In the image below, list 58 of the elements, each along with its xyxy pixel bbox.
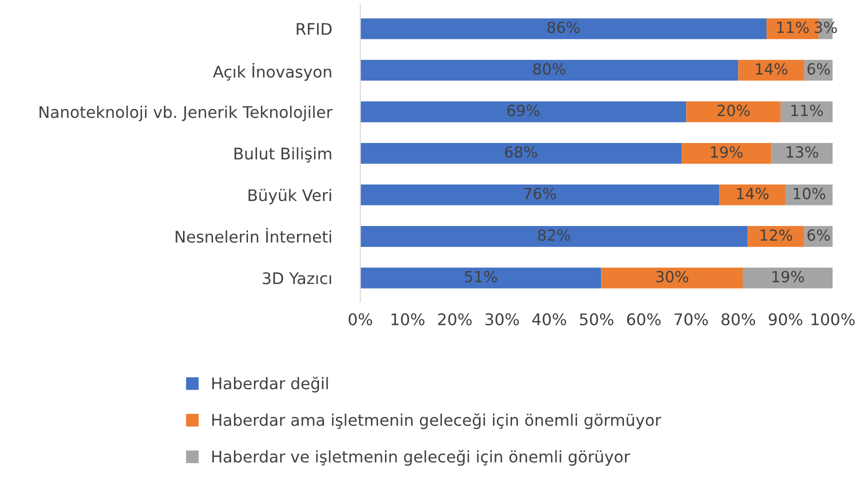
data-label: 69% (507, 104, 540, 116)
bar (360, 101, 686, 122)
data-label: 11% (777, 22, 809, 34)
bar (780, 101, 833, 122)
x-tick-label: 0% (348, 313, 372, 326)
bar (686, 101, 781, 122)
y-tick-label: Büyük Veri (248, 188, 332, 204)
data-label: 14% (756, 63, 788, 75)
y-tick-label: Nesnelerin İnterneti (176, 228, 332, 243)
bar (785, 184, 833, 206)
data-label: 10% (794, 188, 826, 200)
data-label: 86% (547, 22, 580, 34)
y-tick-label: Nanoteknoloji vb. Jenerik Teknolojiler (40, 106, 333, 122)
bar (601, 268, 743, 288)
y-tick-label: Bulut Bilişim (234, 147, 332, 162)
bar (360, 18, 767, 40)
data-label: 19% (711, 146, 743, 158)
data-label: 12% (760, 229, 792, 241)
data-label: 11% (791, 104, 823, 116)
bar (748, 226, 804, 247)
legend-label: Haberdar ve işletmenin geleceği için önemli görüyor (212, 450, 630, 466)
data-label: 6% (807, 229, 830, 241)
data-label: 51% (464, 270, 497, 282)
data-label: 19% (772, 270, 804, 282)
data-label: 76% (524, 188, 556, 200)
bar (771, 142, 833, 164)
x-tick-label: 80% (722, 313, 756, 326)
bar (360, 268, 602, 288)
data-label: 13% (786, 146, 818, 158)
data-label: 6% (807, 63, 830, 75)
data-label: 20% (718, 104, 750, 116)
data-label: 14% (737, 188, 769, 200)
bar (738, 60, 804, 81)
x-tick-label: 50% (580, 313, 614, 326)
y-tick-label: Açık İnovasyon (212, 62, 332, 81)
data-label: 82% (538, 229, 570, 241)
x-tick-label: 40% (532, 313, 566, 326)
data-label: 68% (505, 146, 538, 158)
bar (360, 142, 682, 164)
data-label: 80% (533, 63, 566, 75)
bar (682, 142, 772, 164)
x-tick-label: 60% (627, 313, 661, 326)
y-tick-label: 3D Yazıcı (262, 272, 332, 284)
x-tick-label: 10% (392, 313, 424, 326)
bar (742, 268, 833, 288)
bar (360, 60, 738, 81)
x-tick-label: 70% (674, 313, 708, 326)
bar (360, 184, 720, 206)
x-tick-label: 100% (812, 313, 855, 326)
x-tick-label: 20% (438, 313, 472, 326)
legend-label: Haberdar ama işletmenin geleceği için önemli görmüyor (212, 413, 662, 430)
y-tick-label: RFID (296, 23, 332, 35)
data-label: 30% (656, 270, 688, 282)
x-tick-label: 30% (485, 313, 519, 326)
bar (719, 184, 786, 206)
bar (360, 226, 748, 247)
x-tick-label: 90% (768, 313, 802, 326)
legend-label: Haberdar değil (212, 376, 328, 392)
